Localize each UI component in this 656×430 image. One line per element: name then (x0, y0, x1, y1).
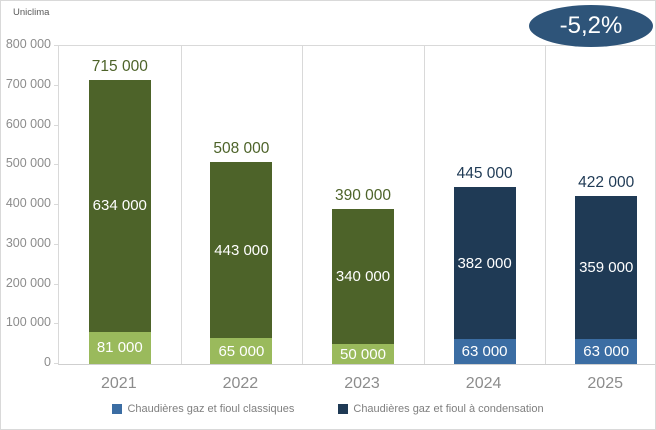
y-axis-tick (54, 164, 58, 166)
total-label-2023: 390 000 (334, 186, 392, 204)
total-label-2024: 445 000 (456, 165, 513, 183)
bar-2025: 63 000 359 000 422 000 (575, 174, 638, 364)
x-axis-label-2024: 2024 (465, 375, 502, 392)
legend-swatch-icon (338, 404, 349, 414)
bar-2021: 81 000 634 000 715 000 (88, 58, 151, 364)
y-axis-tick (54, 204, 58, 205)
x-axis-label-2023: 2023 (344, 375, 380, 392)
y-axis-label: 200 000 (5, 275, 51, 290)
y-axis-tick (54, 323, 58, 325)
bar-segment-2023-classiques: 50 000 (332, 344, 394, 364)
bar-2024: 63 000 382 000 445 000 (453, 165, 516, 364)
y-axis-tick (54, 363, 58, 364)
y-axis-tick (54, 84, 58, 86)
bar-segment-2024-classiques: 63 000 (453, 338, 516, 364)
total-label-2025: 422 000 (578, 174, 635, 192)
gridline-vertical (180, 46, 182, 364)
y-axis-tick (54, 45, 58, 46)
y-axis-label: 700 000 (5, 76, 51, 91)
legend: Chaudières gaz et fioul classiques Chaudi… (1, 403, 655, 415)
bar-segment-2023-condensation: 340 000 (332, 208, 394, 345)
bar-segment-2024-condensation: 382 000 (453, 187, 516, 339)
legend-entry-1: Chaudières gaz et fioul à condensation (338, 403, 544, 415)
y-axis-tick (54, 243, 58, 245)
gridline-vertical (302, 46, 304, 364)
y-axis-label: 400 000 (5, 196, 51, 210)
y-axis-label: 0 (44, 355, 51, 369)
bar-segment-2025-classiques: 63 000 (575, 338, 638, 364)
y-axis-label: 500 000 (5, 156, 51, 171)
total-label-2021: 715 000 (91, 57, 148, 75)
legend-label: Chaudières gaz et fioul classiques (127, 403, 295, 415)
change-badge: -5,2% (529, 5, 653, 47)
y-axis-tick (54, 283, 58, 285)
bar-segment-2021-classiques: 81 000 (88, 331, 151, 364)
y-axis-label: 600 000 (5, 116, 51, 131)
bar-2022: 65 000 443 000 508 000 (210, 140, 273, 364)
x-axis-label-2021: 2021 (101, 375, 137, 392)
bar-segment-2025-condensation: 359 000 (575, 196, 638, 339)
x-axis-label-2025: 2025 (587, 375, 623, 392)
y-axis-label: 300 000 (5, 235, 51, 250)
bar-segment-2022-condensation: 443 000 (210, 162, 273, 339)
gridline-vertical (423, 46, 425, 364)
legend-entry-0: Chaudières gaz et fioul classiques (112, 403, 294, 415)
total-label-2022: 508 000 (213, 140, 270, 158)
y-axis-tick (54, 124, 58, 126)
legend-swatch-icon (112, 404, 123, 414)
y-axis-label: 800 000 (5, 37, 51, 51)
plot-area: 81 000 634 000 715 000 65 000 443 000 508 000… (58, 45, 655, 365)
change-badge-label: -5,2% (559, 12, 623, 39)
bar-2023: 50 000 340 000 390 000 (332, 187, 394, 364)
watermark-label: Uniclima (13, 7, 50, 18)
gridline-vertical (545, 46, 547, 364)
legend-label: Chaudières gaz et fioul à condensation (353, 403, 544, 415)
bar-segment-2021-condensation: 634 000 (88, 79, 151, 332)
y-axis-label: 100 000 (5, 315, 51, 330)
bar-segment-2022-classiques: 65 000 (210, 338, 273, 364)
x-axis-label-2022: 2022 (222, 375, 259, 392)
